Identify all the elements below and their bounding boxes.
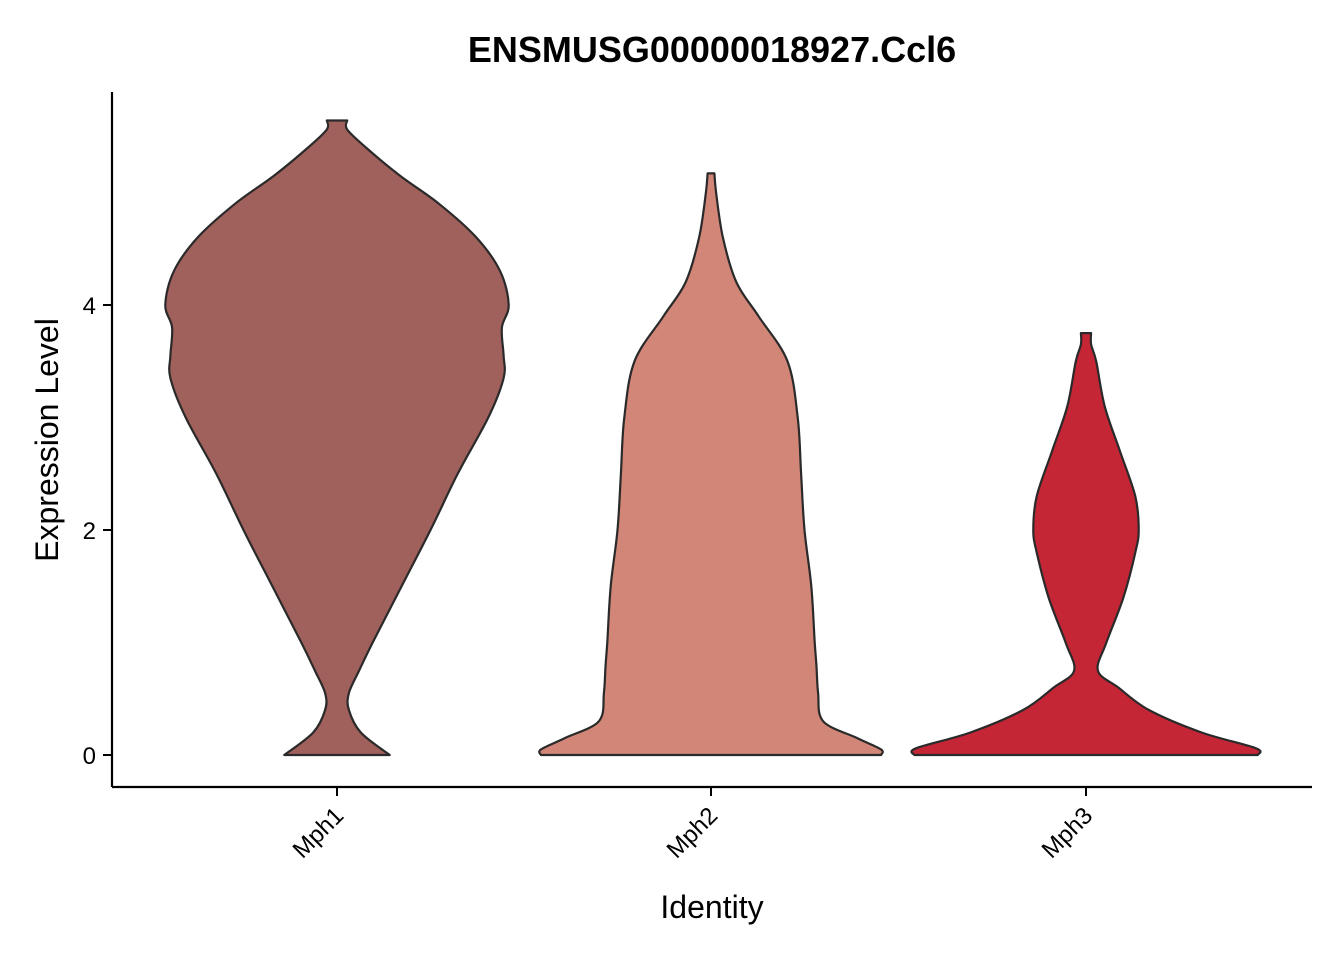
x-ticks: Mph1 Mph2 Mph3 <box>288 787 1099 864</box>
violin-mph2 <box>538 172 884 757</box>
x-axis-label: Identity <box>660 889 763 925</box>
violin-mph1 <box>164 119 510 757</box>
chart-title: ENSMUSG00000018927.Ccl6 <box>468 29 956 70</box>
y-ticks: 0 2 4 <box>83 293 112 770</box>
x-tick-label-mph3: Mph3 <box>1037 802 1099 864</box>
violin-mph3 <box>910 332 1262 757</box>
y-tick-label-4: 4 <box>83 293 96 320</box>
y-tick-label-2: 2 <box>83 518 96 545</box>
x-tick-label-mph2: Mph2 <box>662 802 724 864</box>
plot-area: 0 2 4 Mph1 Mph2 Mph3 <box>83 92 1312 864</box>
x-tick-label-mph1: Mph1 <box>288 802 350 864</box>
y-tick-label-0: 0 <box>83 743 96 770</box>
y-axis-label: Expression Level <box>29 318 65 562</box>
violins <box>164 119 1262 757</box>
